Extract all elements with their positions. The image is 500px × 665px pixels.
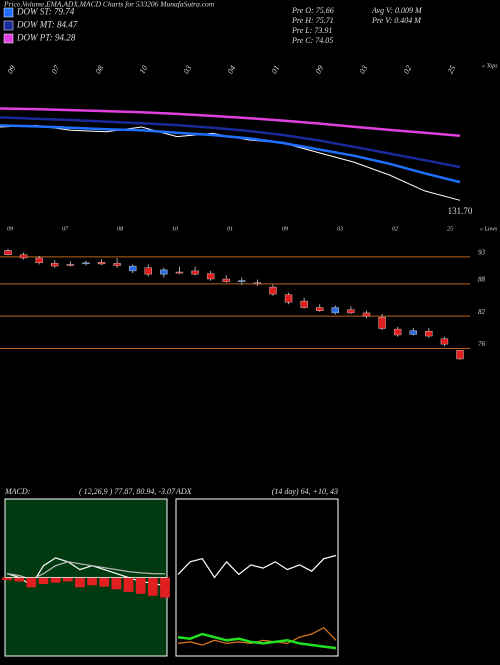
candle-body [409, 330, 417, 335]
panel-frame [175, 498, 339, 657]
ema-line [0, 116, 461, 169]
date-label: 03 [182, 64, 194, 75]
date-label: 02 [402, 64, 414, 75]
legend-swatch [3, 20, 14, 31]
date-label: 09 [7, 226, 13, 232]
y-tick-label: 88 [478, 275, 486, 283]
histogram-bar [38, 577, 49, 585]
candle-body [82, 262, 90, 265]
indicator-line [177, 554, 337, 579]
candle-body [300, 300, 308, 308]
y-tick-label: 93 [478, 249, 486, 257]
date-label: 01 [270, 64, 282, 75]
histogram-bar [111, 577, 122, 590]
histogram-bar [14, 577, 25, 582]
candle-body [425, 331, 433, 337]
legend-swatch [3, 33, 14, 44]
candle-body [331, 307, 340, 314]
corner-label: « Tops [482, 63, 498, 69]
y-tick-label: 82 [478, 308, 486, 316]
date-label: 09 [282, 226, 288, 232]
panel-subtitle: (14 day) 64, +10, 43 [272, 487, 338, 496]
date-label: 03 [337, 226, 343, 232]
candle-body [144, 267, 152, 275]
chart-title: Price,Volume,EMA,ADX,MACD Charts for 533… [3, 0, 215, 9]
ema-line [0, 107, 461, 137]
date-label: 09 [314, 64, 326, 75]
histogram-bar [2, 577, 12, 581]
candle-body [66, 264, 75, 266]
histogram-bar [135, 577, 146, 594]
stat-label: Avg V: 0.009 M [371, 6, 423, 15]
candle-body [238, 280, 246, 282]
histogram-bar [123, 577, 134, 592]
date-label: 08 [117, 226, 123, 232]
histogram-bar [26, 577, 37, 588]
panel-title: ADX [175, 487, 193, 496]
candle-body [456, 350, 464, 360]
date-label: 08 [94, 64, 106, 75]
histogram-bar [87, 577, 97, 586]
date-label: 09 [6, 64, 18, 75]
candle-body [19, 254, 28, 259]
indicator-line [177, 632, 337, 650]
legend-label: DOW MT: 84.47 [16, 20, 78, 30]
date-label: 04 [226, 64, 238, 75]
candle-body [206, 273, 215, 280]
candle-body [160, 269, 168, 275]
candle-body [347, 309, 355, 314]
date-label: 10 [138, 64, 150, 75]
date-label: 25 [446, 64, 458, 75]
candle-body [113, 263, 121, 266]
date-label: 25 [447, 226, 453, 232]
panel-title: MACD: [4, 487, 31, 496]
stat-label: Pre O: 75.66 [291, 6, 334, 15]
date-label: 03 [358, 64, 370, 75]
histogram-bar [62, 577, 73, 582]
candle-body [362, 312, 371, 317]
candle-body [222, 278, 230, 282]
candle-body [393, 328, 402, 336]
histogram-bar [147, 577, 158, 596]
candle-body [440, 338, 449, 345]
stat-label: Pre L: 73.91 [291, 26, 332, 35]
histogram-bar [99, 577, 110, 587]
panel-subtitle: ( 12,26,9 ) 77.87, 80.94, -3.07 [79, 487, 176, 496]
candle-body [97, 262, 106, 265]
legend-label: DOW PT: 94.28 [16, 33, 76, 43]
candle-body [316, 307, 324, 311]
stat-label: Pre H: 75.71 [291, 16, 334, 25]
candle-body [269, 286, 277, 295]
candle-body [4, 250, 12, 255]
date-label: 02 [392, 226, 398, 232]
ema-line [0, 124, 461, 184]
candle-body [175, 271, 184, 274]
candle-body [378, 317, 386, 329]
candle-body [191, 270, 199, 275]
y-tick-label: 76 [478, 340, 486, 348]
price-note: 131.70 [448, 206, 473, 216]
date-label: 01 [227, 226, 233, 232]
date-label: 10 [172, 226, 178, 232]
candle-body [128, 265, 137, 272]
candle-body [253, 282, 262, 285]
histogram-bar [160, 577, 170, 598]
legend-swatch [3, 7, 14, 18]
candle-body [35, 257, 43, 264]
legend-label: DOW ST: 79.74 [16, 7, 75, 17]
histogram-bar [50, 577, 61, 583]
date-label: 07 [62, 226, 69, 232]
candle-body [284, 294, 293, 303]
candle-body [51, 263, 59, 267]
histogram-bar [75, 577, 85, 588]
corner-label: « Lows [480, 226, 498, 232]
stat-label: Pre C: 74.05 [291, 36, 333, 45]
stat-label: Pre V: 0.404 M [371, 16, 422, 25]
